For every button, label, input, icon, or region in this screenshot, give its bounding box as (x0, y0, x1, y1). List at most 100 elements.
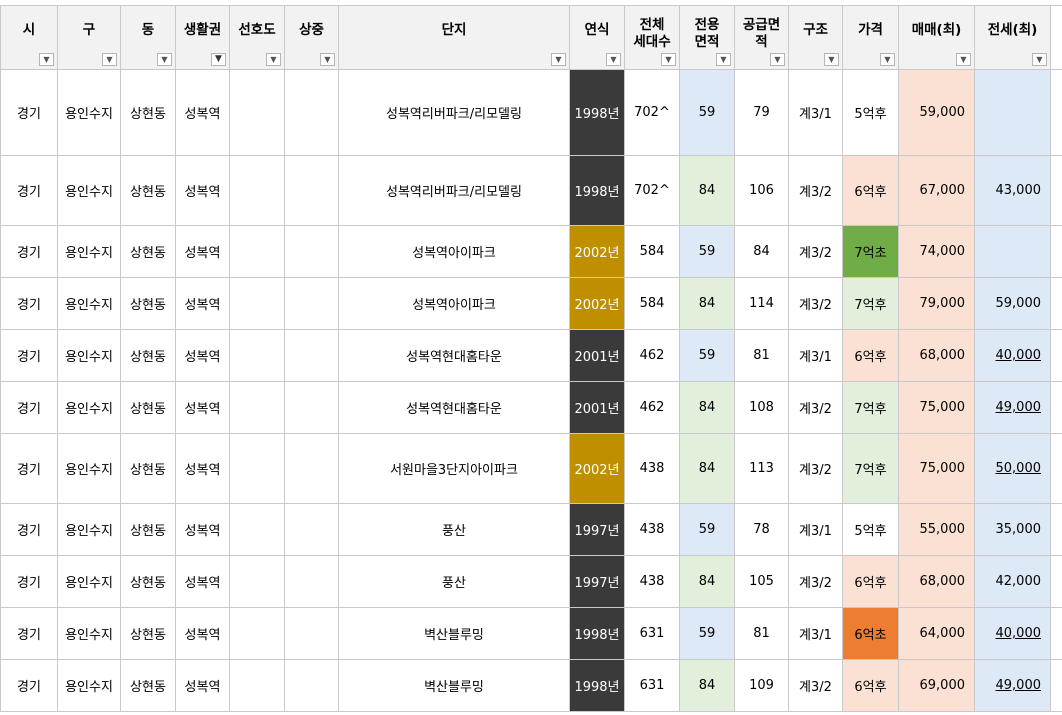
cell-price[interactable]: 6억초 (842, 607, 899, 660)
cell-year[interactable]: 2002년 (569, 277, 625, 330)
cell-exclusive-area[interactable]: 84 (679, 277, 735, 330)
cell-extra[interactable] (1050, 607, 1062, 660)
cell-si[interactable]: 경기 (0, 69, 58, 156)
cell-pref[interactable] (229, 225, 285, 278)
cell-pref[interactable] (229, 155, 285, 226)
cell-dong[interactable]: 상현동 (120, 155, 176, 226)
cell-jeonse[interactable]: 49,000 (974, 381, 1051, 434)
cell-exclusive-area[interactable]: 84 (679, 555, 735, 608)
cell-danji[interactable]: 성복역아이파크 (338, 277, 570, 330)
cell-area[interactable]: 성복역 (175, 155, 230, 226)
cell-dong[interactable]: 상현동 (120, 607, 176, 660)
cell-sale[interactable]: 74,000 (898, 225, 975, 278)
cell-year[interactable]: 2002년 (569, 225, 625, 278)
dropdown-arrow-icon[interactable]: ▼ (102, 53, 117, 66)
cell-structure[interactable]: 계3/1 (788, 329, 843, 382)
cell-si[interactable]: 경기 (0, 225, 58, 278)
cell-structure[interactable]: 계3/2 (788, 381, 843, 434)
cell-gu[interactable]: 용인수지 (57, 155, 121, 226)
cell-danji[interactable]: 풍산 (338, 555, 570, 608)
cell-units[interactable]: 631 (624, 659, 680, 712)
cell-dong[interactable]: 상현동 (120, 277, 176, 330)
cell-units[interactable]: 438 (624, 433, 680, 504)
cell-supply-area[interactable]: 81 (734, 607, 789, 660)
cell-gu[interactable]: 용인수지 (57, 225, 121, 278)
cell-structure[interactable]: 계3/1 (788, 503, 843, 556)
cell-units[interactable]: 438 (624, 503, 680, 556)
dropdown-arrow-icon[interactable]: ▼ (661, 53, 676, 66)
cell-pref[interactable] (229, 433, 285, 504)
cell-price[interactable]: 7억초 (842, 225, 899, 278)
cell-sale[interactable]: 64,000 (898, 607, 975, 660)
cell-supply-area[interactable]: 113 (734, 433, 789, 504)
cell-supply-area[interactable]: 106 (734, 155, 789, 226)
cell-structure[interactable]: 계3/2 (788, 225, 843, 278)
cell-sale[interactable]: 69,000 (898, 659, 975, 712)
cell-year[interactable]: 2001년 (569, 329, 625, 382)
cell-danji[interactable]: 풍산 (338, 503, 570, 556)
cell-supply-area[interactable]: 109 (734, 659, 789, 712)
cell-exclusive-area[interactable]: 59 (679, 329, 735, 382)
cell-danji[interactable]: 성복역아이파크 (338, 225, 570, 278)
cell-structure[interactable]: 계3/2 (788, 155, 843, 226)
cell-exclusive-area[interactable]: 59 (679, 503, 735, 556)
cell-danji[interactable]: 성복역현대홈타운 (338, 381, 570, 434)
cell-si[interactable]: 경기 (0, 277, 58, 330)
cell-danji[interactable]: 성복역리버파크/리모델링 (338, 155, 570, 226)
cell-danji[interactable]: 성복역리버파크/리모델링 (338, 69, 570, 156)
cell-exclusive-area[interactable]: 84 (679, 381, 735, 434)
cell-area[interactable]: 성복역 (175, 555, 230, 608)
cell-extra[interactable] (1050, 659, 1062, 712)
cell-jeonse[interactable] (974, 225, 1051, 278)
dropdown-arrow-icon[interactable]: ▼ (606, 53, 621, 66)
cell-price[interactable]: 7억후 (842, 433, 899, 504)
cell-price[interactable]: 5억후 (842, 69, 899, 156)
cell-pref[interactable] (229, 659, 285, 712)
dropdown-arrow-icon[interactable]: ▼ (157, 53, 172, 66)
cell-price[interactable]: 6억후 (842, 329, 899, 382)
cell-price[interactable]: 5억후 (842, 503, 899, 556)
cell-sale[interactable]: 68,000 (898, 555, 975, 608)
dropdown-arrow-icon[interactable]: ▼ (320, 53, 335, 66)
cell-units[interactable]: 631 (624, 607, 680, 660)
cell-exclusive-area[interactable]: 59 (679, 607, 735, 660)
cell-jeonse[interactable]: 49,000 (974, 659, 1051, 712)
cell-price[interactable]: 7억후 (842, 277, 899, 330)
cell-year[interactable]: 1998년 (569, 69, 625, 156)
cell-sang[interactable] (284, 659, 339, 712)
cell-si[interactable]: 경기 (0, 607, 58, 660)
cell-units[interactable]: 584 (624, 277, 680, 330)
cell-structure[interactable]: 계3/2 (788, 433, 843, 504)
dropdown-arrow-icon[interactable]: ▼ (266, 53, 281, 66)
cell-area[interactable]: 성복역 (175, 329, 230, 382)
cell-extra[interactable] (1050, 277, 1062, 330)
cell-sang[interactable] (284, 155, 339, 226)
cell-supply-area[interactable]: 84 (734, 225, 789, 278)
cell-sang[interactable] (284, 225, 339, 278)
cell-area[interactable]: 성복역 (175, 381, 230, 434)
cell-exclusive-area[interactable]: 84 (679, 155, 735, 226)
cell-sang[interactable] (284, 69, 339, 156)
cell-units[interactable]: 438 (624, 555, 680, 608)
cell-year[interactable]: 1998년 (569, 659, 625, 712)
cell-extra[interactable] (1050, 155, 1062, 226)
cell-pref[interactable] (229, 503, 285, 556)
cell-dong[interactable]: 상현동 (120, 225, 176, 278)
cell-gu[interactable]: 용인수지 (57, 277, 121, 330)
cell-sang[interactable] (284, 329, 339, 382)
cell-jeonse[interactable]: 43,000 (974, 155, 1051, 226)
cell-sang[interactable] (284, 433, 339, 504)
cell-year[interactable]: 1998년 (569, 607, 625, 660)
cell-structure[interactable]: 계3/2 (788, 555, 843, 608)
cell-dong[interactable]: 상현동 (120, 503, 176, 556)
cell-units[interactable]: 702^ (624, 155, 680, 226)
dropdown-arrow-icon[interactable]: ▼ (956, 53, 971, 66)
cell-exclusive-area[interactable]: 59 (679, 69, 735, 156)
cell-dong[interactable]: 상현동 (120, 69, 176, 156)
cell-supply-area[interactable]: 114 (734, 277, 789, 330)
dropdown-arrow-icon[interactable]: ▼ (880, 53, 895, 66)
cell-si[interactable]: 경기 (0, 503, 58, 556)
cell-extra[interactable] (1050, 225, 1062, 278)
cell-gu[interactable]: 용인수지 (57, 503, 121, 556)
cell-area[interactable]: 성복역 (175, 503, 230, 556)
